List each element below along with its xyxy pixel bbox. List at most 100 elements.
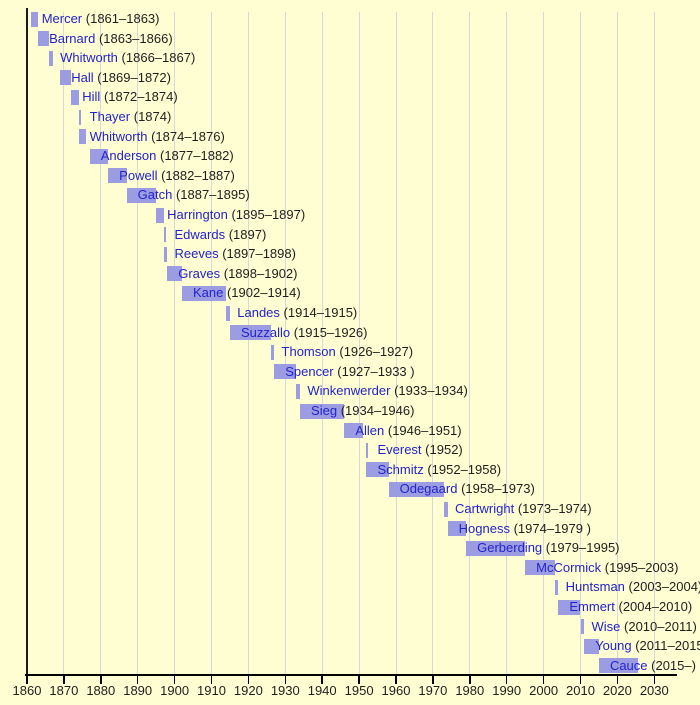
president-label: Mercer (1861–1863): [42, 11, 160, 27]
president-years: (2003–2004): [628, 579, 700, 595]
president-label: Barnard (1863–1866): [49, 31, 173, 47]
axis-tick: [653, 675, 656, 684]
president-name-link[interactable]: Suzzallo: [240, 324, 291, 340]
axis-tick: [173, 675, 176, 684]
grid-line: [321, 12, 323, 674]
president-label: Odegaard (1958–1973): [400, 481, 535, 497]
president-name-link[interactable]: Emmert: [569, 599, 615, 614]
president-name-link[interactable]: Graves: [178, 265, 221, 281]
president-name-link[interactable]: Hill: [82, 89, 101, 105]
president-name-link[interactable]: Young: [595, 638, 632, 654]
grid-line: [211, 12, 212, 674]
president-label: Winkenwerder (1933–1934): [307, 383, 467, 399]
president-name-link[interactable]: Hall: [71, 69, 94, 85]
president-years: (1897–1898): [222, 246, 296, 262]
axis-tick-label: 1950: [344, 683, 374, 698]
axis-tick: [26, 675, 28, 684]
president-term-bar: [270, 344, 275, 360]
president-label: Powell (1882–1887): [119, 168, 235, 184]
president-label: Edwards (1897): [175, 227, 267, 243]
president-name-link[interactable]: Wise: [591, 618, 621, 634]
president-term-bar: [443, 501, 448, 517]
president-term-bar: [156, 207, 164, 223]
axis-tick: [100, 675, 102, 684]
president-term-bar: [344, 423, 363, 439]
president-name-link[interactable]: Edwards: [174, 226, 226, 242]
axis-tick: [579, 675, 582, 684]
president-term-bar: [126, 187, 157, 203]
president-years: (1869–1872): [97, 69, 171, 85]
president-name-link[interactable]: Barnard: [49, 30, 96, 46]
axis-tick-label: 1970: [418, 683, 448, 698]
president-name-link[interactable]: Gatch: [137, 187, 173, 203]
grid-line: [247, 12, 249, 674]
president-name-link[interactable]: Huntsman: [565, 579, 625, 595]
president-name-link[interactable]: Whitworth: [89, 128, 148, 144]
president-years: (1863–1866): [98, 30, 173, 46]
president-years: (1973–1974): [517, 501, 592, 516]
president-name-link[interactable]: Cartwright: [454, 501, 515, 516]
president-name-link[interactable]: Winkenwerder: [307, 383, 391, 399]
president-term-bar: [296, 383, 301, 399]
president-term-bar: [78, 109, 81, 125]
president-name-link[interactable]: Odegaard: [399, 481, 458, 497]
president-label: Whitworth (1866–1867): [60, 50, 195, 66]
president-years: (1882–1887): [161, 167, 235, 183]
president-years: (2010–2011): [624, 618, 697, 634]
president-label: Huntsman (2003–2004): [566, 579, 700, 595]
president-name-link[interactable]: Gerberding: [477, 540, 543, 556]
president-term-bar: [447, 521, 467, 537]
x-axis-line: [25, 673, 677, 676]
president-years: (1995–2003): [604, 559, 679, 575]
president-name-link[interactable]: Thomson: [281, 344, 336, 360]
president-years: (1887–1895): [175, 187, 250, 203]
president-label: Gerberding (1979–1995): [477, 540, 619, 556]
axis-tick-label: 1890: [123, 683, 153, 698]
president-name-link[interactable]: Allen: [355, 422, 385, 438]
president-term-bar: [89, 148, 109, 164]
president-name-link[interactable]: Schmitz: [377, 461, 424, 477]
president-name-link[interactable]: Harrington: [167, 207, 228, 222]
president-name-link[interactable]: Cauce: [609, 657, 648, 673]
axis-tick: [284, 675, 287, 684]
president-name-link[interactable]: Powell: [119, 167, 158, 183]
president-name-link[interactable]: Landes: [237, 305, 280, 320]
president-years: (1877–1882): [160, 148, 234, 164]
president-label: Whitworth (1874–1876): [90, 129, 225, 145]
grid-line: [395, 12, 397, 674]
president-name-link[interactable]: Spencer: [285, 363, 334, 379]
grid-line: [616, 12, 618, 674]
president-term-bar: [366, 442, 369, 458]
president-name-link[interactable]: McCormick: [536, 559, 602, 575]
grid-line: [63, 12, 65, 674]
axis-tick: [247, 675, 250, 684]
president-label: Sieg (1934–1946): [311, 403, 414, 419]
president-name-link[interactable]: Whitworth: [60, 50, 118, 66]
president-years: (1952–1958): [427, 461, 502, 477]
president-name-link[interactable]: Hogness: [458, 520, 510, 536]
president-years: (2004–2010): [618, 599, 693, 614]
president-years: (1895–1897): [231, 207, 306, 222]
president-name-link[interactable]: Thayer: [89, 109, 131, 124]
axis-tick-label: 1980: [455, 683, 485, 698]
president-name-link[interactable]: Reeves: [174, 246, 219, 262]
president-name-link[interactable]: Kane: [192, 285, 224, 301]
president-name-link[interactable]: Anderson: [100, 148, 157, 164]
president-label: Allen (1946–1951): [355, 423, 461, 439]
president-name-link[interactable]: Mercer: [41, 11, 83, 26]
gridline-1860-dark: [26, 8, 28, 674]
axis-tick: [505, 675, 508, 684]
president-years: (1974–1979 ): [513, 520, 591, 536]
president-label: Thayer (1874): [90, 109, 172, 125]
president-label: Hall (1869–1872): [71, 70, 171, 86]
president-name-link[interactable]: Sieg: [311, 403, 338, 418]
president-label: Kane (1902–1914): [193, 285, 301, 301]
president-name-link[interactable]: Everest: [377, 442, 422, 458]
president-term-bar: [38, 31, 50, 47]
president-years: (1866–1867): [121, 50, 196, 66]
president-label: Hogness (1974–1979 ): [459, 521, 591, 537]
president-term-bar: [30, 11, 39, 27]
president-years: (2011–2015): [635, 638, 700, 654]
axis-tick: [395, 675, 397, 684]
president-label: Wise (2010–2011): [592, 619, 697, 635]
